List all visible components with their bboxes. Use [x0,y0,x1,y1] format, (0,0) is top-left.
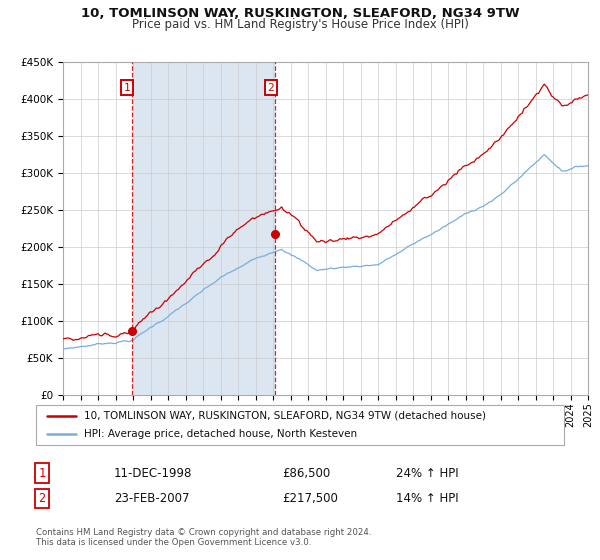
Text: 10, TOMLINSON WAY, RUSKINGTON, SLEAFORD, NG34 9TW (detached house): 10, TOMLINSON WAY, RUSKINGTON, SLEAFORD,… [83,411,485,421]
Text: 23-FEB-2007: 23-FEB-2007 [114,492,190,505]
Text: HPI: Average price, detached house, North Kesteven: HPI: Average price, detached house, Nort… [83,430,356,439]
Text: 10, TOMLINSON WAY, RUSKINGTON, SLEAFORD, NG34 9TW: 10, TOMLINSON WAY, RUSKINGTON, SLEAFORD,… [80,7,520,20]
Text: £86,500: £86,500 [282,466,330,480]
Text: 11-DEC-1998: 11-DEC-1998 [114,466,193,480]
Text: £217,500: £217,500 [282,492,338,505]
Text: 24% ↑ HPI: 24% ↑ HPI [396,466,458,480]
Text: 1: 1 [124,82,131,92]
FancyBboxPatch shape [36,405,564,445]
Text: 1: 1 [38,466,46,480]
Text: 14% ↑ HPI: 14% ↑ HPI [396,492,458,505]
Text: 2: 2 [268,82,274,92]
Text: 2: 2 [38,492,46,505]
Text: Price paid vs. HM Land Registry's House Price Index (HPI): Price paid vs. HM Land Registry's House … [131,18,469,31]
Text: Contains HM Land Registry data © Crown copyright and database right 2024.
This d: Contains HM Land Registry data © Crown c… [36,528,371,547]
